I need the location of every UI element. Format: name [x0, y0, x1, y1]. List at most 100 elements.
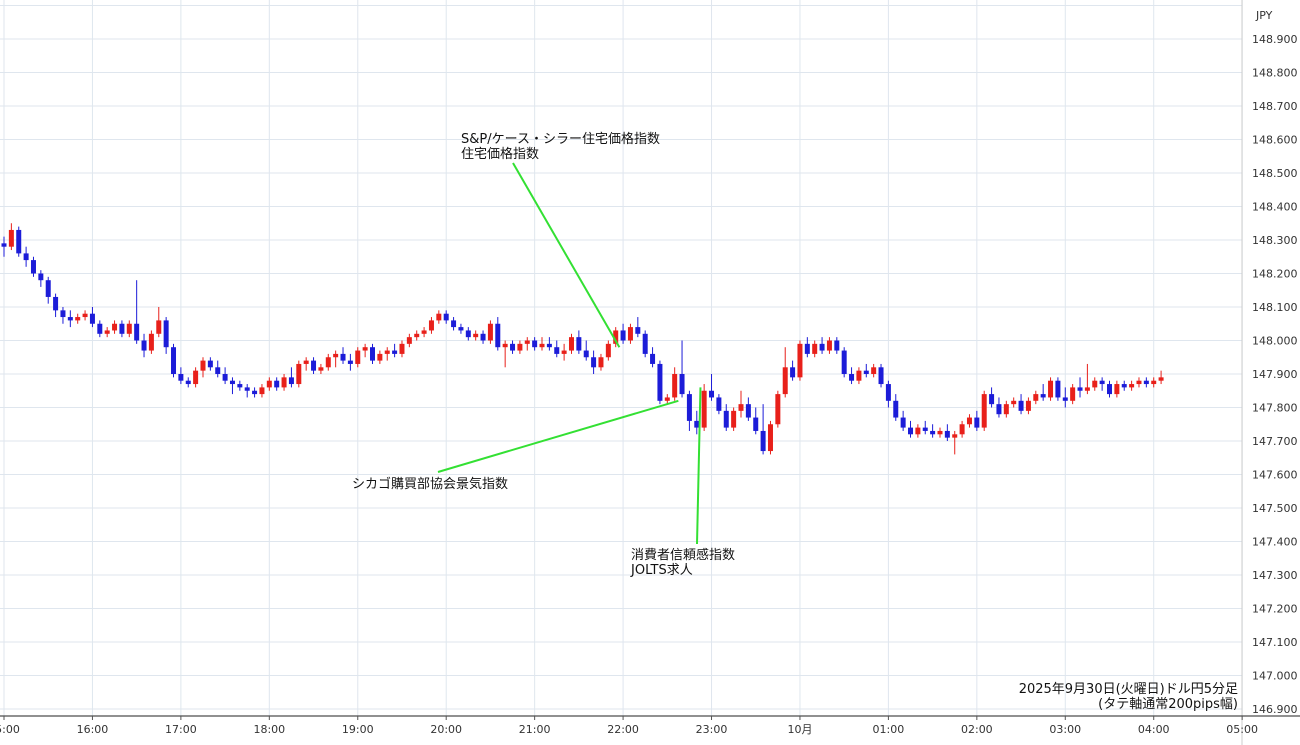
candle — [200, 357, 206, 378]
candle — [908, 420, 914, 438]
time-tick-label: 19:00 — [342, 723, 374, 736]
candle — [524, 337, 530, 351]
candle-body — [989, 394, 995, 405]
price-tick-label: 148.100 — [1252, 301, 1298, 314]
candle — [97, 320, 103, 338]
candle — [45, 276, 51, 304]
candle-body — [1143, 380, 1149, 385]
candle-body — [1070, 387, 1076, 401]
time-tick-label: 02:00 — [961, 723, 993, 736]
candle-body — [952, 434, 958, 438]
candle-body — [97, 323, 103, 334]
candle-body — [23, 253, 29, 261]
candle-body — [753, 417, 759, 431]
candle — [82, 310, 88, 321]
candle-body — [16, 229, 22, 254]
price-tick-label: 148.300 — [1252, 234, 1298, 247]
candle-body — [156, 320, 162, 334]
candle-body — [288, 377, 294, 385]
candle — [650, 347, 656, 368]
candle — [620, 323, 626, 344]
candle — [266, 377, 272, 391]
candle-body — [915, 427, 921, 435]
candle-body — [900, 417, 906, 428]
candle-body — [1129, 384, 1135, 388]
candle — [576, 330, 582, 354]
candle — [193, 367, 199, 388]
candle-body — [1136, 380, 1142, 385]
candle — [841, 347, 847, 378]
candle-body — [104, 330, 110, 334]
candle — [635, 317, 641, 338]
candle-body — [333, 353, 339, 358]
candle-body — [163, 320, 169, 348]
candle — [922, 420, 928, 435]
candle — [384, 347, 390, 361]
candle — [325, 353, 331, 371]
time-axis-ticks: 15:00 16:00 17:00 18:00 19:00 20:00 21:00 22:00… — [0, 716, 1258, 736]
candle — [67, 310, 73, 328]
time-tick-label: 23:00 — [696, 723, 728, 736]
candle — [1040, 384, 1046, 401]
candle — [355, 347, 361, 368]
candle-body — [126, 323, 132, 334]
candle-body — [480, 333, 486, 341]
candle — [966, 414, 972, 428]
candle — [554, 340, 560, 358]
candle — [185, 377, 191, 388]
candle-body — [465, 330, 471, 338]
price-tick-label: 147.200 — [1252, 603, 1298, 616]
candle-body — [782, 367, 788, 395]
candle — [709, 374, 715, 401]
candle — [1055, 377, 1061, 401]
annotation-pointer — [512, 162, 621, 348]
candle — [38, 270, 44, 287]
candle-body — [657, 363, 663, 401]
candle — [347, 353, 353, 371]
price-tick-label: 148.200 — [1252, 268, 1298, 281]
annotation-text: JOLTS求人 — [630, 563, 693, 578]
annotation-labels: S&P/ケース・シラー住宅価格指数住宅価格指数シカゴ購買部協会景気指数消費者信頼… — [352, 131, 735, 578]
candle-body — [871, 367, 877, 374]
candle — [30, 256, 36, 277]
candles — [1, 223, 1164, 455]
candle — [428, 317, 434, 334]
candle — [1018, 394, 1024, 415]
candle-body — [959, 424, 965, 435]
annotation-text: 消費者信頼感指数 — [631, 547, 735, 563]
candle-body — [944, 430, 950, 438]
candle — [53, 293, 59, 318]
candle — [664, 394, 670, 405]
candle-body — [428, 320, 434, 331]
candle — [900, 410, 906, 431]
candle — [141, 333, 147, 358]
candle — [605, 340, 611, 361]
candle — [753, 407, 759, 435]
candle — [775, 390, 781, 428]
candle — [421, 327, 427, 338]
candle — [731, 407, 737, 431]
candle — [502, 340, 508, 368]
candle-body — [738, 404, 744, 411]
candle-body — [370, 347, 375, 361]
candle — [104, 327, 110, 338]
candle-body — [723, 410, 729, 428]
candle-body — [266, 380, 272, 388]
candle-body — [1099, 380, 1105, 385]
candle — [1121, 380, 1127, 391]
candle-body — [908, 427, 914, 435]
candle-body — [709, 390, 715, 398]
candle — [281, 374, 287, 391]
candle-body — [627, 327, 633, 341]
candle-body — [775, 394, 781, 425]
candle-body — [664, 397, 670, 401]
candle-body — [8, 229, 14, 247]
candle — [613, 327, 619, 348]
candle-body — [966, 417, 972, 425]
candle-body — [473, 333, 479, 338]
candle-body — [1077, 387, 1083, 391]
time-tick-label: 20:00 — [430, 723, 462, 736]
candle-body — [731, 410, 737, 428]
candle-body — [841, 350, 847, 374]
candle-body — [495, 323, 501, 348]
